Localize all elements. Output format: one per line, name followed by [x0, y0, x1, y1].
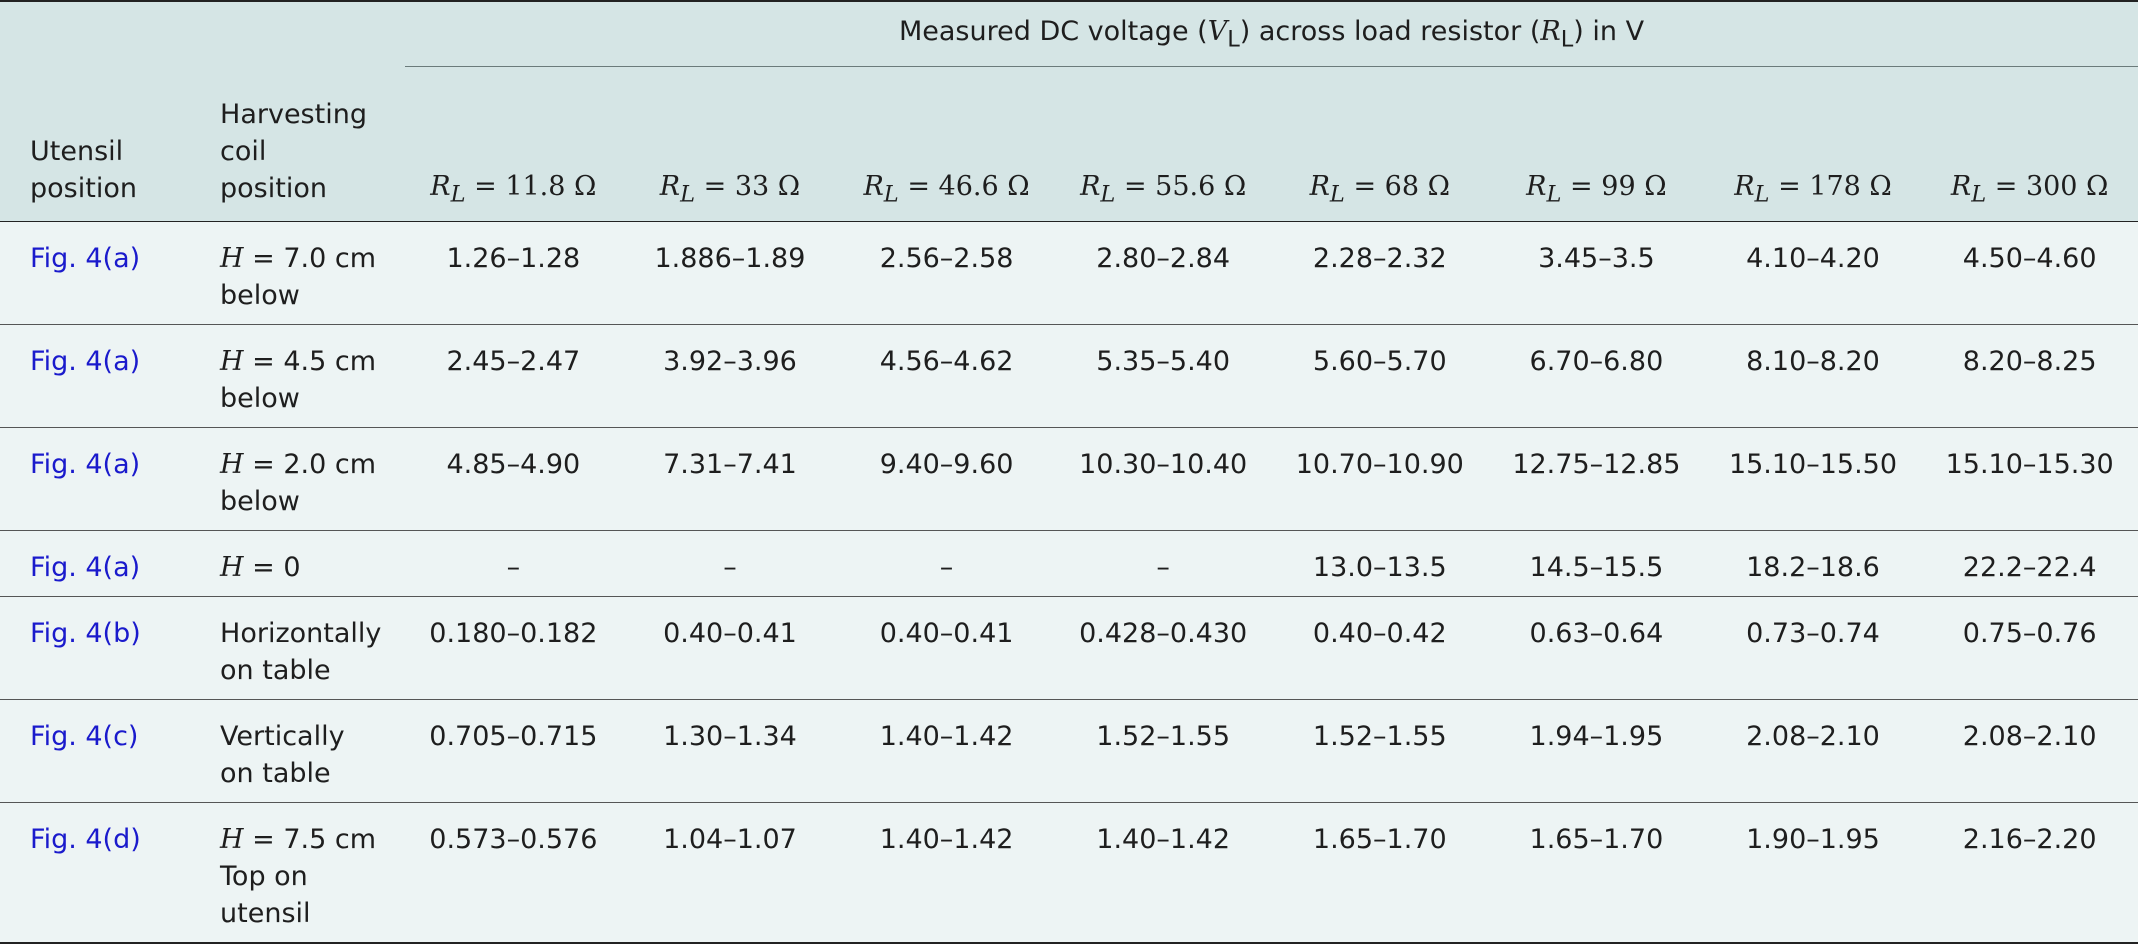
header-rl-4: RL = 68 Ω: [1271, 66, 1489, 222]
table-body: Fig. 4(a) H = 7.0 cm below 1.26–1.28 1.886–1…: [0, 221, 2138, 944]
voltage-value-cell: 9.40–9.60: [838, 427, 1055, 531]
voltage-value-cell: 22.2–22.4: [1921, 530, 2138, 597]
voltage-value-cell: 0.40–0.42: [1271, 596, 1489, 700]
header-rl-3: RL = 55.6 Ω: [1054, 66, 1272, 222]
voltage-value-cell: 2.08–2.10: [1921, 699, 2138, 803]
coil-position-cell: H = 7.0 cm below: [205, 221, 406, 325]
voltage-value-cell: 0.573–0.576: [405, 802, 622, 944]
voltage-value-cell: 0.428–0.430: [1054, 596, 1272, 700]
table-row: Fig. 4(a) H = 4.5 cm below 2.45–2.47 3.92–3.…: [0, 324, 2138, 428]
voltage-value-cell: 4.10–4.20: [1704, 221, 1922, 325]
voltage-value-cell: 10.70–10.90: [1271, 427, 1489, 531]
voltage-value-cell: 1.52–1.55: [1054, 699, 1272, 803]
voltage-value-cell: 2.28–2.32: [1271, 221, 1489, 325]
voltage-value-cell: 0.180–0.182: [405, 596, 622, 700]
voltage-value-cell: –: [838, 530, 1055, 597]
voltage-value-cell: 1.886–1.89: [621, 221, 839, 325]
voltage-value-cell: –: [1054, 530, 1272, 597]
utensil-figure-link[interactable]: Fig. 4(a): [0, 324, 206, 428]
coil-position-cell: Horizontally on table: [205, 596, 406, 700]
voltage-value-cell: 14.5–15.5: [1488, 530, 1705, 597]
header-coil-position: Harvesting coil position: [205, 0, 406, 222]
voltage-value-cell: 15.10–15.30: [1921, 427, 2138, 531]
voltage-value-cell: 7.31–7.41: [621, 427, 839, 531]
voltage-value-cell: 0.40–0.41: [621, 596, 839, 700]
voltage-value-cell: 1.26–1.28: [405, 221, 622, 325]
voltage-value-cell: 3.92–3.96: [621, 324, 839, 428]
coil-position-cell: H = 7.5 cm Top on utensil: [205, 802, 406, 944]
voltage-value-cell: 1.65–1.70: [1271, 802, 1489, 944]
voltage-value-cell: 18.2–18.6: [1704, 530, 1922, 597]
voltage-value-cell: 0.40–0.41: [838, 596, 1055, 700]
header-rl-6: RL = 178 Ω: [1704, 66, 1922, 222]
coil-position-cell: H = 4.5 cm below: [205, 324, 406, 428]
voltage-value-cell: 2.16–2.20: [1921, 802, 2138, 944]
voltage-value-cell: 2.56–2.58: [838, 221, 1055, 325]
voltage-value-cell: 2.08–2.10: [1704, 699, 1922, 803]
table-row: Fig. 4(b) Horizontally on table 0.180–0.182…: [0, 596, 2138, 700]
table-row: Fig. 4(d) H = 7.5 cm Top on utensil 0.573–0.…: [0, 802, 2138, 944]
utensil-figure-link[interactable]: Fig. 4(a): [0, 530, 206, 597]
table-row: Fig. 4(a) H = 2.0 cm below 4.85–4.90 7.31–7.…: [0, 427, 2138, 531]
voltage-value-cell: 1.40–1.42: [838, 699, 1055, 803]
voltage-value-cell: 13.0–13.5: [1271, 530, 1489, 597]
utensil-figure-link[interactable]: Fig. 4(a): [0, 221, 206, 325]
voltage-value-cell: 2.80–2.84: [1054, 221, 1272, 325]
header-measured-voltage-group: Measured DC voltage (VL) across load res…: [405, 0, 2138, 67]
utensil-figure-link[interactable]: Fig. 4(c): [0, 699, 206, 803]
header-rl-1: RL = 33 Ω: [621, 66, 839, 222]
voltage-value-cell: 15.10–15.50: [1704, 427, 1922, 531]
coil-position-cell: H = 0: [205, 530, 406, 597]
voltage-value-cell: 0.63–0.64: [1488, 596, 1705, 700]
voltage-value-cell: 5.60–5.70: [1271, 324, 1489, 428]
voltage-value-cell: 1.40–1.42: [838, 802, 1055, 944]
coil-position-cell: H = 2.0 cm below: [205, 427, 406, 531]
voltage-value-cell: –: [405, 530, 622, 597]
voltage-value-cell: 8.10–8.20: [1704, 324, 1922, 428]
table-row: Fig. 4(c) Vertically on table 0.705–0.715 1.…: [0, 699, 2138, 803]
header-rl-2: RL = 46.6 Ω: [838, 66, 1055, 222]
utensil-figure-link[interactable]: Fig. 4(b): [0, 596, 206, 700]
voltage-value-cell: 4.50–4.60: [1921, 221, 2138, 325]
voltage-value-cell: 1.90–1.95: [1704, 802, 1922, 944]
voltage-value-cell: 5.35–5.40: [1054, 324, 1272, 428]
table-header: Utensil position Harvesting coil position M…: [0, 0, 2138, 222]
voltage-value-cell: 0.75–0.76: [1921, 596, 2138, 700]
voltage-value-cell: 2.45–2.47: [405, 324, 622, 428]
coil-position-cell: Vertically on table: [205, 699, 406, 803]
voltage-value-cell: 1.40–1.42: [1054, 802, 1272, 944]
voltage-value-cell: 3.45–3.5: [1488, 221, 1705, 325]
table-row: Fig. 4(a) H = 0– – – –13.0–13.5 14.5–15.5 18.2…: [0, 530, 2138, 597]
voltage-value-cell: 1.04–1.07: [621, 802, 839, 944]
header-rl-5: RL = 99 Ω: [1488, 66, 1705, 222]
header-rl-7: RL = 300 Ω: [1921, 66, 2138, 222]
voltage-value-cell: 1.94–1.95: [1488, 699, 1705, 803]
header-utensil-position: Utensil position: [0, 0, 206, 222]
voltage-value-cell: 1.65–1.70: [1488, 802, 1705, 944]
utensil-figure-link[interactable]: Fig. 4(a): [0, 427, 206, 531]
voltage-value-cell: 1.30–1.34: [621, 699, 839, 803]
table-row: Fig. 4(a) H = 7.0 cm below 1.26–1.28 1.886–1…: [0, 221, 2138, 325]
header-rl-0: RL = 11.8 Ω: [405, 66, 622, 222]
voltage-value-cell: 4.56–4.62: [838, 324, 1055, 428]
voltage-value-cell: 10.30–10.40: [1054, 427, 1272, 531]
voltage-value-cell: 8.20–8.25: [1921, 324, 2138, 428]
voltage-value-cell: 1.52–1.55: [1271, 699, 1489, 803]
voltage-value-cell: 0.705–0.715: [405, 699, 622, 803]
voltage-value-cell: 6.70–6.80: [1488, 324, 1705, 428]
voltage-value-cell: –: [621, 530, 839, 597]
voltage-value-cell: 12.75–12.85: [1488, 427, 1705, 531]
utensil-figure-link[interactable]: Fig. 4(d): [0, 802, 206, 944]
voltage-value-cell: 4.85–4.90: [405, 427, 622, 531]
voltage-value-cell: 0.73–0.74: [1704, 596, 1922, 700]
